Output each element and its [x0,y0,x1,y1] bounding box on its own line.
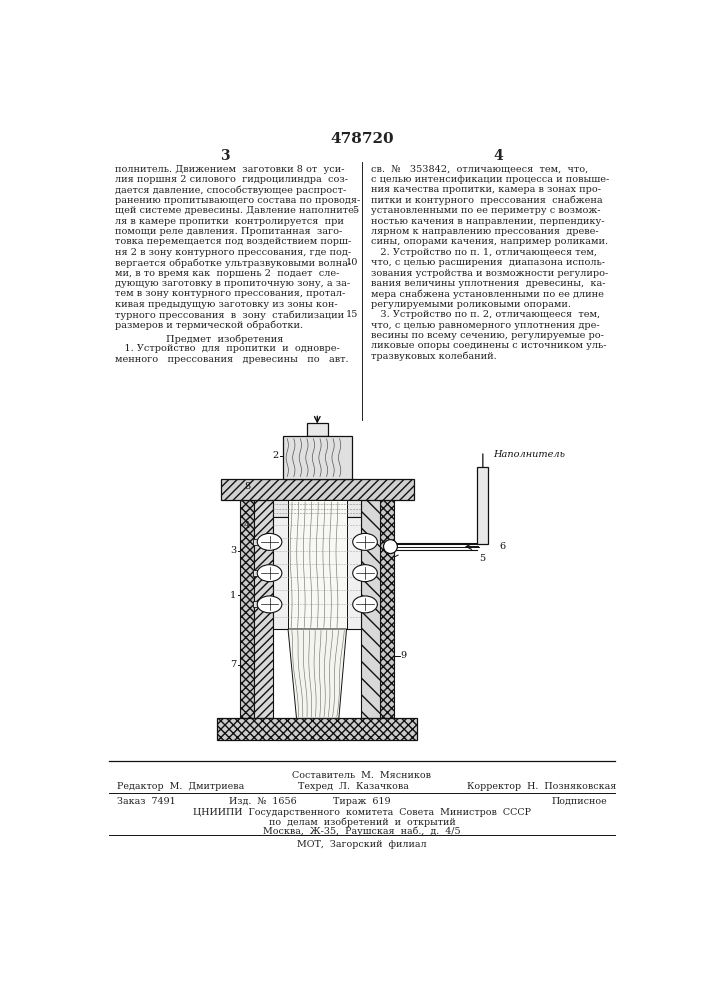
Text: что, с целью равномерного уплотнения дре-: что, с целью равномерного уплотнения дре… [371,321,600,330]
Text: 3: 3 [220,149,230,163]
Text: мера снабжена установленными по ее длине: мера снабжена установленными по ее длине [371,289,604,299]
Ellipse shape [353,596,378,613]
Text: 1. Устройство  для  пропитки  и  одновре-: 1. Устройство для пропитки и одновре- [115,344,339,353]
Bar [274,517,361,629]
Bar [288,500,346,629]
Text: 2: 2 [272,451,279,460]
Text: 6: 6 [500,542,506,551]
Text: товка перемещается под воздействием порш-: товка перемещается под воздействием порш… [115,237,351,246]
Text: тем в зону контурного прессования, протал-: тем в зону контурного прессования, прота… [115,289,345,298]
Text: 1: 1 [230,591,236,600]
Text: 3: 3 [230,546,236,555]
Bar [252,570,260,576]
Bar [361,500,380,718]
Text: регулируемыми роликовыми опорами.: регулируемыми роликовыми опорами. [371,300,571,309]
Text: Москва,  Ж-35,  Раушская  наб.,  д.  4/5: Москва, Ж-35, Раушская наб., д. 4/5 [263,826,461,836]
Text: тразвуковых колебаний.: тразвуковых колебаний. [371,352,497,361]
Text: Заказ  7491: Заказ 7491 [117,797,176,806]
Bar [254,500,274,718]
Text: ностью качения в направлении, перпендику-: ностью качения в направлении, перпендику… [371,217,604,226]
Text: Тираж  619: Тираж 619 [333,797,391,806]
Ellipse shape [353,565,378,582]
Text: ликовые опоры соединены с источником уль-: ликовые опоры соединены с источником уль… [371,341,607,350]
Text: Техред  Л.  Казачкова: Техред Л. Казачкова [298,782,409,791]
Bar [283,436,352,479]
Text: 5: 5 [479,554,485,563]
Text: 9: 9 [400,651,407,660]
Text: 4: 4 [493,149,503,163]
Text: 15: 15 [346,310,358,319]
Text: 10: 10 [346,258,358,267]
Text: 7: 7 [230,660,236,669]
Bar [307,423,328,436]
Text: щей системе древесины. Давление наполните-: щей системе древесины. Давление наполнит… [115,206,357,215]
Ellipse shape [353,533,378,550]
Text: 2. Устройство по п. 1, отличающееся тем,: 2. Устройство по п. 1, отличающееся тем, [371,248,597,257]
Text: с целью интенсификации процесса и повыше-: с целью интенсификации процесса и повыше… [371,175,609,184]
Text: МОТ,  Загорский  филиал: МОТ, Загорский филиал [297,840,427,849]
Bar [477,466,489,544]
Text: размеров и термической обработки.: размеров и термической обработки. [115,321,303,330]
Text: ЦНИИПИ  Государственного  комитета  Совета  Министров  СССР: ЦНИИПИ Государственного комитета Совета … [193,808,531,817]
Text: вания величины уплотнения  древесины,  ка-: вания величины уплотнения древесины, ка- [371,279,606,288]
Text: Изд.  №  1656: Изд. № 1656 [229,797,296,806]
Text: Наполнитель: Наполнитель [493,450,566,459]
Text: ми, в то время как  поршень 2  подает  сле-: ми, в то время как поршень 2 подает сле- [115,269,339,278]
Text: дующую заготовку в пропиточную зону, а за-: дующую заготовку в пропиточную зону, а з… [115,279,350,288]
Text: дается давление, способствующее распрост-: дается давление, способствующее распрост… [115,185,346,195]
Text: Подписное: Подписное [552,797,607,806]
Text: ня 2 в зону контурного прессования, где под-: ня 2 в зону контурного прессования, где … [115,248,351,257]
Polygon shape [288,629,346,718]
Text: Предмет  изобретения: Предмет изобретения [166,334,284,344]
Text: 3. Устройство по п. 2, отличающееся  тем,: 3. Устройство по п. 2, отличающееся тем, [371,310,600,319]
Text: ния качества пропитки, камера в зонах про-: ния качества пропитки, камера в зонах пр… [371,185,601,194]
Text: Корректор  Н.  Позняковская: Корректор Н. Позняковская [467,782,617,791]
Text: питки и контурного  прессования  снабжена: питки и контурного прессования снабжена [371,196,603,205]
Text: кивая предыдущую заготовку из зоны кон-: кивая предыдущую заготовку из зоны кон- [115,300,337,309]
Bar [267,570,275,576]
Text: 478720: 478720 [330,132,394,146]
Bar [252,601,260,607]
Text: что, с целью расширения  диапазона исполь-: что, с целью расширения диапазона исполь… [371,258,605,267]
Text: 4: 4 [244,521,250,530]
Bar [380,500,395,718]
Bar [267,539,275,545]
Text: зования устройства и возможности регулиро-: зования устройства и возможности регулир… [371,269,609,278]
Text: Составитель  М.  Мясников: Составитель М. Мясников [293,771,431,780]
Text: лия поршня 2 силового  гидроцилиндра  соз-: лия поршня 2 силового гидроцилиндра соз- [115,175,348,184]
Text: 5: 5 [352,206,358,215]
Text: Редактор  М.  Дмитриева: Редактор М. Дмитриева [117,782,245,791]
Text: ранению пропитывающего состава по проводя-: ранению пропитывающего состава по провод… [115,196,360,205]
Text: помощи реле давления. Пропитанная  заго-: помощи реле давления. Пропитанная заго- [115,227,342,236]
Bar [217,718,417,740]
Text: вергается обработке ультразвуковыми волна-: вергается обработке ультразвуковыми волн… [115,258,351,268]
Bar [221,479,414,500]
Bar [274,500,361,517]
Text: турного прессования  в  зону  стабилизации: турного прессования в зону стабилизации [115,310,344,320]
Circle shape [383,540,397,554]
Text: по  делам  изобретений  и  открытий: по делам изобретений и открытий [269,818,455,827]
Bar [240,500,254,718]
Text: лярном к направлению прессования  древе-: лярном к направлению прессования древе- [371,227,599,236]
Text: установленными по ее периметру с возмож-: установленными по ее периметру с возмож- [371,206,601,215]
Text: св.  №   353842,  отличающееся  тем,  что,: св. № 353842, отличающееся тем, что, [371,165,588,174]
Ellipse shape [257,596,282,613]
Bar [252,539,260,545]
Text: 8: 8 [244,482,250,491]
Text: весины по всему сечению, регулируемые ро-: весины по всему сечению, регулируемые ро… [371,331,604,340]
Text: сины, опорами качения, например роликами.: сины, опорами качения, например роликами… [371,237,608,246]
Text: менного   прессования   древесины   по   авт.: менного прессования древесины по авт. [115,355,349,364]
Bar [267,601,275,607]
Text: ля в камере пропитки  контролируется  при: ля в камере пропитки контролируется при [115,217,344,226]
Ellipse shape [257,533,282,550]
Ellipse shape [257,565,282,582]
Text: полнитель. Движением  заготовки 8 от  уси-: полнитель. Движением заготовки 8 от уси- [115,165,344,174]
